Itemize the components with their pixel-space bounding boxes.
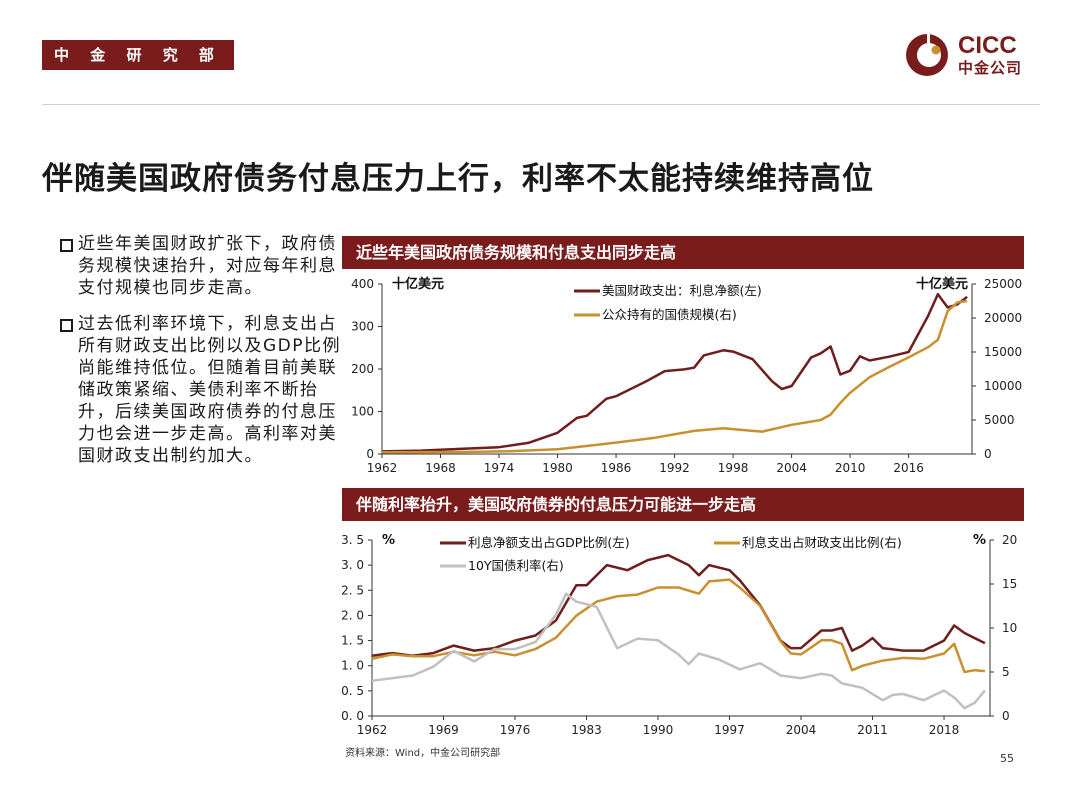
right-axis-tick-label: 10 [1002,621,1017,635]
bullet-list: 近些年美国财政扩张下，政府债务规模快速抬升，对应每年利息支付规模也同步走高。 过… [58,233,348,481]
right-axis-tick-label: 25000 [984,277,1022,291]
header-divider [42,104,1040,105]
page-title: 伴随美国政府债务付息压力上行，利率不太能持续维持高位 [42,161,874,197]
bullet-item: 近些年美国财政扩张下，政府债务规模快速抬升，对应每年利息支付规模也同步走高。 [58,233,348,299]
bullet-item: 过去低利率环境下，利息支出占所有财政支出比例以及GDP比例尚能维持低位。但随着目… [58,313,348,467]
left-axis-tick-label: 1. 5 [342,634,364,648]
x-axis-tick-label: 1990 [643,723,674,737]
right-axis-tick-label: 15000 [984,345,1022,359]
x-axis-tick-label: 2016 [893,461,924,475]
x-axis-tick-label: 1974 [484,461,515,475]
cicc-logo-icon [906,34,948,76]
chart1-title: 近些年美国政府债务规模和付息支出同步走高 [342,236,1024,269]
left-axis-tick-label: 0. 5 [342,684,364,698]
logo-name: 中金公司 [958,59,1023,77]
x-axis-tick-label: 1983 [571,723,602,737]
legend-label: 公众持有的国债规模(右) [602,307,737,322]
legend-label: 利息支出占财政支出比例(右) [742,535,902,550]
left-axis-tick-label: 2. 0 [342,608,364,622]
right-axis-unit: 十亿美元 [916,276,968,292]
left-axis-tick-label: 3. 5 [342,533,364,547]
left-axis-tick-label: 0 [366,447,374,461]
x-axis-tick-label: 2004 [776,461,807,475]
left-axis-unit: % [382,533,395,548]
chart-debt-interest: 0 100 200 300 400 0 5000 10000 15000 20000 25000 19… [351,276,1022,475]
right-axis-tick-label: 0 [1002,709,1010,723]
left-axis-unit: 十亿美元 [392,276,444,292]
x-axis-tick-label: 1998 [718,461,749,475]
left-axis-tick-label: 1. 0 [342,659,364,673]
x-axis-tick-label: 2018 [929,723,960,737]
right-axis-tick-label: 5000 [984,413,1015,427]
bullet-square-icon [60,239,73,252]
legend-label: 美国财政支出：利息净额(左) [602,283,762,298]
logo-brand: CICC [958,32,1017,59]
series-line-1 [371,553,986,657]
bullet-square-icon [60,319,73,332]
chart-interest-ratios: 0. 0 0. 5 1. 0 1. 5 2. 0 2. 5 3. 0 3. 5 0 5 10 15 20… [342,533,1017,737]
source-note: 资料来源：Wind，中金公司研究部 [345,748,501,759]
page-number: 55 [1000,752,1014,765]
x-axis-tick-label: 2011 [857,723,888,737]
right-axis-tick-label: 0 [984,447,992,461]
x-axis-tick-label: 2004 [786,723,817,737]
series-line-3 [371,592,986,710]
x-axis-tick-label: 1980 [542,461,573,475]
x-axis-tick-label: 1986 [601,461,632,475]
x-axis-tick-label: 1969 [428,723,459,737]
left-axis-tick-label: 200 [351,362,374,376]
x-axis-tick-label: 1962 [357,723,388,737]
right-axis-tick-label: 5 [1002,665,1010,679]
legend-label: 利息净额支出占GDP比例(左) [468,535,630,550]
left-axis-tick-label: 0. 0 [342,709,364,723]
chart2-title: 伴随利率抬升，美国政府债券的付息压力可能进一步走高 [342,488,1024,521]
x-axis-tick-label: 1992 [659,461,690,475]
company-logo: CICC 中金公司 [902,30,1052,82]
right-axis-tick-label: 15 [1002,577,1017,591]
right-axis-tick-label: 20000 [984,311,1022,325]
series-line-1 [381,292,968,453]
x-axis-tick-label: 1997 [714,723,745,737]
left-axis-tick-label: 400 [351,277,374,291]
bullet-text: 过去低利率环境下，利息支出占所有财政支出比例以及GDP比例尚能维持低位。但随着目… [78,314,342,466]
series-line-2 [381,299,968,454]
left-axis-tick-label: 3. 0 [342,558,364,572]
series-line-2 [371,578,986,674]
left-axis-tick-label: 2. 5 [342,583,364,597]
right-axis-unit: % [973,533,986,548]
right-axis-tick-label: 10000 [984,379,1022,393]
department-badge: 中 金 研 究 部 [42,40,234,70]
legend-label: 10Y国债利率(右) [468,558,564,573]
x-axis-tick-label: 1968 [425,461,456,475]
left-axis-tick-label: 300 [351,320,374,334]
right-axis-tick-label: 20 [1002,533,1017,547]
left-axis-tick-label: 100 [351,405,374,419]
x-axis-tick-label: 1976 [500,723,531,737]
x-axis-tick-label: 1962 [367,461,398,475]
bullet-text: 近些年美国财政扩张下，政府债务规模快速抬升，对应每年利息支付规模也同步走高。 [78,234,337,298]
x-axis-tick-label: 2010 [835,461,866,475]
